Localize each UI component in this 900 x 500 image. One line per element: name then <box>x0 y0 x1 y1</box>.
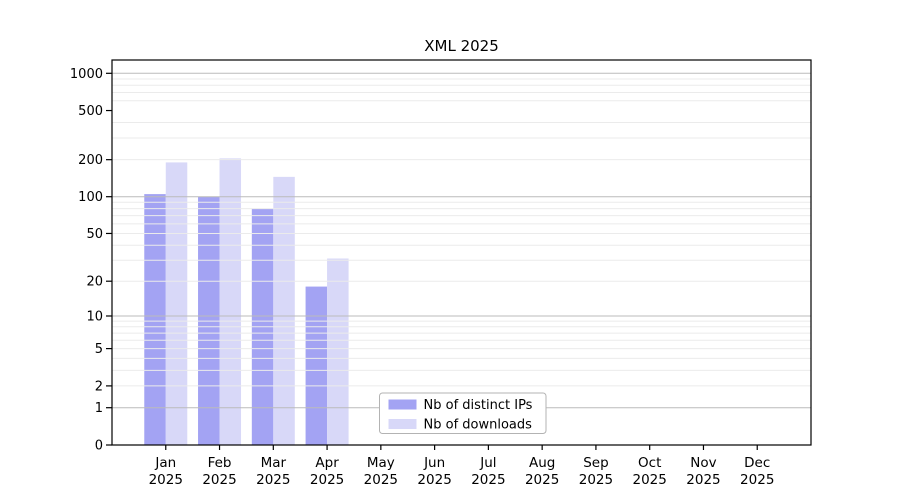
x-tick-label-year: 2025 <box>579 472 613 488</box>
x-tick-label-year: 2025 <box>202 472 236 488</box>
x-tick-label-month: Sep <box>583 455 608 471</box>
legend-swatch <box>388 419 417 429</box>
bar-downloads-apr <box>327 258 349 445</box>
x-tick-label-year: 2025 <box>149 472 183 488</box>
y-tick-label: 10 <box>86 309 103 324</box>
x-tick-label-year: 2025 <box>740 472 774 488</box>
x-tick-label-month: Jun <box>423 455 445 471</box>
y-tick-label: 5 <box>95 342 103 357</box>
bar-downloads-mar <box>273 176 295 445</box>
y-tick-label: 200 <box>78 153 103 168</box>
y-tick-label: 0 <box>95 439 103 454</box>
chart-title: XML 2025 <box>424 37 499 55</box>
x-tick-label-month: May <box>367 455 395 471</box>
legend-label: Nb of distinct IPs <box>424 398 533 413</box>
x-tick-label-month: Jan <box>154 455 176 471</box>
x-tick-label-month: Apr <box>315 455 339 471</box>
y-tick-label: 50 <box>86 227 103 242</box>
x-tick-label-year: 2025 <box>256 472 290 488</box>
y-tick-label: 500 <box>78 104 103 119</box>
x-tick-label-year: 2025 <box>310 472 344 488</box>
x-tick-label-month: Aug <box>529 455 555 471</box>
legend-label: Nb of downloads <box>424 418 533 433</box>
y-tick-label: 100 <box>78 190 103 205</box>
legend-swatch <box>388 399 417 410</box>
x-tick-label-month: Oct <box>638 455 661 471</box>
x-tick-label-year: 2025 <box>471 472 505 488</box>
plot-area: 01251020501002005001000Jan2025Feb2025Mar… <box>70 59 812 488</box>
bar-downloads-feb <box>219 158 242 445</box>
x-tick-label-year: 2025 <box>364 472 398 488</box>
plot-frame <box>111 59 812 446</box>
x-tick-label-year: 2025 <box>686 472 720 488</box>
legend-box <box>379 392 547 434</box>
x-tick-label-month: Nov <box>690 455 716 471</box>
bar-distinct-ips-jan <box>144 194 166 445</box>
y-tick-label: 1 <box>95 401 103 416</box>
x-tick-label-month: Mar <box>261 455 287 471</box>
x-tick-label-year: 2025 <box>417 472 451 488</box>
x-tick-label-month: Feb <box>208 455 232 471</box>
bar-distinct-ips-apr <box>305 286 328 445</box>
y-tick-label: 2 <box>95 379 103 394</box>
x-tick-label-year: 2025 <box>633 472 667 488</box>
x-tick-label-month: Dec <box>744 455 770 471</box>
y-tick-label: 20 <box>86 275 103 290</box>
y-tick-label: 1000 <box>70 67 103 82</box>
x-tick-label-year: 2025 <box>525 472 559 488</box>
bar-downloads-jan <box>165 162 188 446</box>
x-tick-label-month: Jul <box>479 455 496 471</box>
